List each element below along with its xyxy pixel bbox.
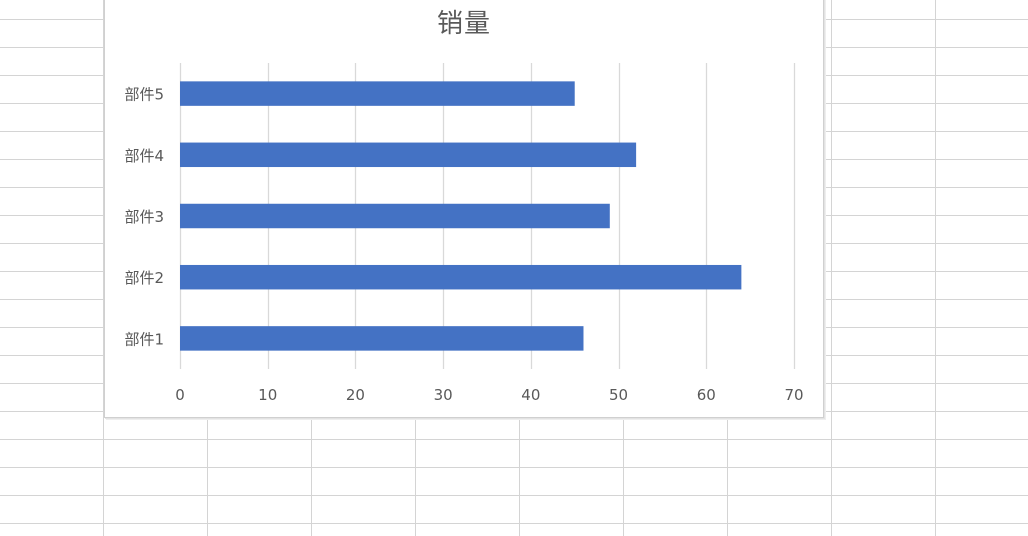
bar[interactable]	[180, 203, 610, 229]
x-tick-label: 70	[784, 386, 803, 404]
x-tick-label: 10	[258, 386, 277, 404]
x-tick-label: 20	[346, 386, 365, 404]
bar[interactable]	[180, 264, 742, 290]
bar-chart[interactable]: 销量 0 10 20 30 40 50 60 70 部件1 部件2 部件3 部件4 部件5	[104, 0, 824, 418]
y-tick-label: 部件5	[124, 86, 164, 104]
x-tick-label: 50	[609, 386, 628, 404]
bar[interactable]	[180, 142, 637, 168]
y-tick-label: 部件4	[124, 147, 164, 165]
plot-area[interactable]: 0 10 20 30 40 50 60 70 部件1 部件2 部件3 部件4 部件5	[105, 0, 823, 417]
x-tick-label: 60	[697, 386, 716, 404]
bar[interactable]	[180, 326, 584, 351]
x-tick-label: 40	[521, 386, 540, 404]
bar[interactable]	[180, 81, 575, 106]
x-tick-label: 0	[175, 386, 185, 404]
y-tick-label: 部件1	[124, 330, 164, 348]
chart-title[interactable]: 销量	[436, 9, 491, 39]
y-tick-label: 部件2	[124, 269, 164, 287]
x-tick-label: 30	[434, 386, 453, 404]
y-tick-label: 部件3	[124, 208, 164, 226]
